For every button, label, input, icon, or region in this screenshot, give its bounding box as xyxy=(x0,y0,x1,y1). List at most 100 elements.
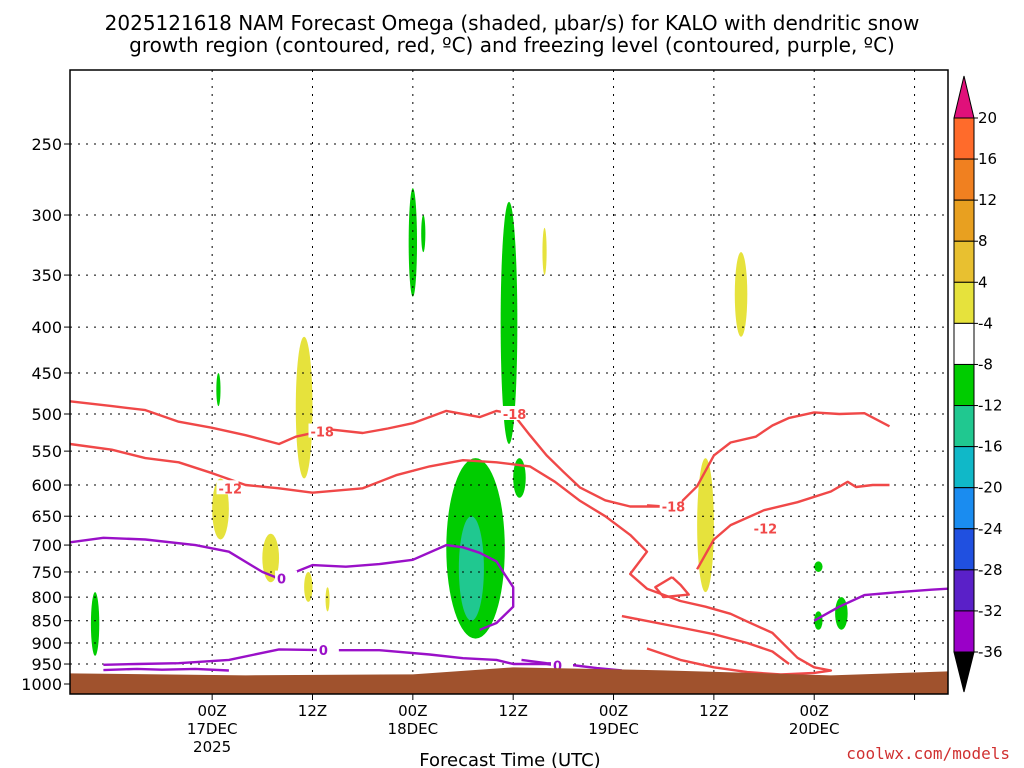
contour-label-9: 0 xyxy=(553,660,562,675)
contour-label-bg-1 xyxy=(500,406,523,420)
contour-label-0: -18 xyxy=(310,426,334,441)
contour-label-bg-4 xyxy=(751,520,774,535)
omega-region-10 xyxy=(458,516,484,621)
omega-region-15 xyxy=(734,252,748,337)
colorbar-label-11: -28 xyxy=(978,561,1003,579)
y-tick-label-450: 450 xyxy=(31,364,62,383)
x-tick-label-0-2: 2025 xyxy=(193,738,231,756)
x-tick-label-4-1: 19DEC xyxy=(588,720,639,738)
colorbar-label-3: 8 xyxy=(978,232,988,250)
y-tick-label-750: 750 xyxy=(31,563,62,582)
x-tick-label-2-0: 00Z xyxy=(398,702,427,720)
omega-region-5 xyxy=(325,587,330,612)
contour-temperature-6 xyxy=(621,614,790,665)
colorbar-swatch-7 xyxy=(953,405,975,448)
colorbar-swatch-0 xyxy=(953,117,975,160)
contour-label-bg-0 xyxy=(308,423,331,438)
colorbar-top-arrow xyxy=(953,75,975,119)
omega-region-7 xyxy=(408,188,418,297)
contour-temperature-3 xyxy=(69,442,833,676)
omega-region-3 xyxy=(295,336,313,479)
y-tick-label-950: 950 xyxy=(31,655,62,674)
colorbar-swatch-9 xyxy=(953,487,975,530)
colorbar-swatch-6 xyxy=(953,363,975,407)
colorbar-swatch-3 xyxy=(953,240,975,283)
omega-region-16 xyxy=(814,561,823,572)
x-tick-label-6-0: 00Z xyxy=(800,702,829,720)
contour-label-1: -18 xyxy=(503,408,527,423)
plot-frame xyxy=(69,69,949,695)
colorbar-label-2: 12 xyxy=(978,191,997,209)
contour-temperature-5 xyxy=(654,576,690,599)
x-tick-label-5-0: 12Z xyxy=(699,702,728,720)
contour-label-bg-9 xyxy=(550,657,573,672)
colorbar-swatch-11 xyxy=(953,569,975,612)
colorbar-label-4: 4 xyxy=(978,273,988,291)
colorbar-label-5: -4 xyxy=(978,314,993,332)
contour-temperature-0 xyxy=(69,400,891,508)
contour-label-7: 0 xyxy=(277,573,286,588)
y-tick-label-300: 300 xyxy=(31,206,62,225)
y-tick-label-550: 550 xyxy=(31,442,62,461)
omega-shading-layer xyxy=(90,188,848,656)
colorbar-label-9: -20 xyxy=(978,479,1003,497)
contour-label-bg-2 xyxy=(659,498,682,513)
colorbar-label-8: -16 xyxy=(978,438,1003,456)
y-tick-label-850: 850 xyxy=(31,612,62,631)
contour-label-2: -18 xyxy=(662,500,686,515)
omega-region-12 xyxy=(513,458,526,498)
colorbar-label-13: -36 xyxy=(978,643,1003,661)
omega-region-4 xyxy=(304,571,313,602)
chart-title-line-1: 2025121618 NAM Forecast Omega (shaded, μ… xyxy=(104,11,920,35)
contour-label-4: -12 xyxy=(754,523,778,538)
omega-region-6 xyxy=(216,372,221,407)
contour-layer: -18 -18 -18 -12 -12 0 0 0 xyxy=(69,400,949,676)
contour-label-bg-3 xyxy=(216,480,239,495)
ground-terrain xyxy=(70,667,948,694)
contour-label-8: 0 xyxy=(319,644,328,659)
x-tick-label-6-1: 20DEC xyxy=(789,720,840,738)
x-tick-label-1-0: 12Z xyxy=(298,702,327,720)
x-tick-label-0-0: 00Z xyxy=(197,702,226,720)
colorbar-swatch-12 xyxy=(953,610,975,653)
colorbar-label-6: -8 xyxy=(978,355,993,373)
colorbar-label-1: 16 xyxy=(978,150,997,168)
ground-layer xyxy=(70,667,948,694)
x-tick-label-0-1: 17DEC xyxy=(187,720,238,738)
colorbar-bottom-arrow xyxy=(953,651,975,693)
y-axis: 250 300 350 400 450 500 550 600 650 700 750 800 850 9… xyxy=(21,135,70,694)
y-tick-label-500: 500 xyxy=(31,405,62,424)
contour-freezing-8 xyxy=(103,648,564,668)
chart-title-line-2: growth region (contoured, red, ºC) and f… xyxy=(129,33,895,57)
colorbar-label-0: 20 xyxy=(978,109,997,127)
contour-temperature-4 xyxy=(696,480,890,570)
colorbar-swatch-5 xyxy=(953,322,975,365)
colorbar-swatch-1 xyxy=(953,158,975,201)
colorbar-swatch-10 xyxy=(953,528,975,571)
x-tick-label-2-1: 18DEC xyxy=(388,720,439,738)
contour-label-bg-7 xyxy=(275,570,298,585)
source-credit: coolwx.com/models xyxy=(846,744,1010,763)
y-tick-label-700: 700 xyxy=(31,536,62,555)
y-tick-label-800: 800 xyxy=(31,588,62,607)
contour-label-3: -12 xyxy=(219,482,243,497)
contour-label-bg-8 xyxy=(316,642,339,657)
colorbar-swatch-4 xyxy=(953,281,975,324)
y-tick-label-350: 350 xyxy=(31,266,62,285)
colorbar-swatch-2 xyxy=(953,199,975,242)
colorbar-label-12: -32 xyxy=(978,602,1003,620)
x-axis-label: Forecast Time (UTC) xyxy=(419,750,600,768)
x-tick-label-4-0: 00Z xyxy=(599,702,628,720)
y-tick-label-1000: 1000 xyxy=(21,675,62,694)
omega-region-0 xyxy=(90,592,100,656)
y-tick-label-400: 400 xyxy=(31,318,62,337)
omega-region-13 xyxy=(542,227,547,276)
y-tick-label-650: 650 xyxy=(31,507,62,526)
colorbar-legend: 20 16 12 8 4 -4 -8 -12 -16 -20 -24 -28 -32 -36 xyxy=(953,75,1003,693)
y-tick-label-600: 600 xyxy=(31,476,62,495)
colorbar-label-7: -12 xyxy=(978,397,1003,415)
contour-freezing-11 xyxy=(103,667,229,672)
colorbar-swatch-8 xyxy=(953,446,975,489)
omega-region-14 xyxy=(697,458,714,593)
